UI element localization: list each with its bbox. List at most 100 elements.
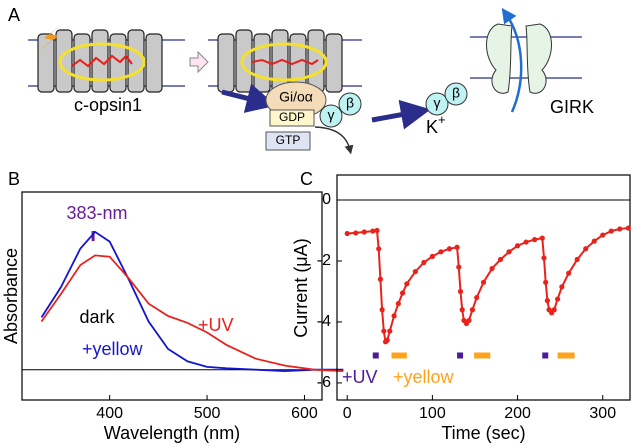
data-point — [600, 232, 606, 238]
y-tick-label: -2 — [317, 252, 331, 269]
data-point — [429, 253, 435, 260]
x-tick-label: 300 — [589, 405, 616, 422]
stimulus-label: +yellow — [393, 367, 455, 387]
panel-label: C — [300, 169, 313, 189]
data-point — [374, 227, 380, 234]
x-tick-label: 500 — [194, 405, 221, 422]
stimulus-bar — [474, 352, 491, 359]
panel-label: A — [8, 5, 20, 25]
gtp-box — [265, 131, 311, 151]
retinal — [71, 54, 133, 68]
data-point — [379, 307, 385, 313]
data-point — [617, 226, 623, 232]
arrow — [221, 83, 277, 113]
step-arrow — [189, 50, 209, 74]
data-point — [474, 294, 480, 301]
series-line — [40, 254, 344, 372]
gamma-label: γ — [434, 95, 441, 111]
retinal — [251, 58, 319, 66]
x-tick-label: 400 — [96, 405, 123, 422]
stimulus-bar — [542, 352, 549, 359]
x-tick-label: 600 — [291, 405, 318, 422]
data-point — [384, 337, 390, 343]
data-point — [514, 243, 521, 249]
retinal-pocket — [58, 42, 146, 82]
stimulus-bar — [557, 352, 575, 359]
data-point — [523, 239, 529, 245]
data-point — [376, 246, 382, 252]
data-point — [344, 230, 350, 237]
data-point — [541, 255, 547, 261]
data-point — [361, 229, 367, 235]
gdp-box — [269, 109, 315, 127]
x-tick-label: 0 — [343, 405, 352, 422]
data-point — [469, 307, 476, 313]
annotation: dark — [79, 307, 115, 327]
plot-frame — [21, 191, 323, 401]
data-point — [591, 238, 597, 244]
annotation: 383-nm — [66, 203, 127, 223]
y-tick-label: 0 — [322, 191, 331, 208]
data-point — [625, 225, 631, 231]
girk-subunit — [525, 23, 552, 94]
x-axis-label: Wavelength (nm) — [104, 423, 240, 443]
data-point — [387, 328, 393, 334]
data-point — [404, 281, 410, 287]
data-point — [456, 264, 462, 270]
exchange-arrow — [314, 126, 354, 155]
data-point — [466, 317, 472, 324]
data-point — [370, 228, 376, 234]
panel-label: B — [8, 169, 20, 189]
girk-label: GIRK — [550, 97, 594, 117]
x-axis-label: Time (sec) — [441, 423, 525, 443]
data-point — [353, 230, 359, 236]
series-label: +UV — [198, 315, 234, 335]
beta — [338, 92, 362, 116]
light — [38, 26, 60, 52]
beta — [444, 82, 468, 106]
data-point — [555, 296, 561, 302]
y-axis-label: Current (μA) — [291, 238, 311, 337]
data-point — [459, 307, 465, 313]
data-point — [457, 288, 464, 295]
data-point — [412, 269, 418, 275]
data-point — [544, 298, 550, 304]
data-point — [543, 279, 549, 285]
data-point — [574, 256, 580, 263]
gamma-label: γ — [328, 107, 335, 123]
data-point — [551, 307, 557, 313]
gamma — [425, 92, 449, 116]
data-point — [583, 246, 589, 252]
data-point — [559, 284, 565, 290]
gtp-label: GTP — [276, 133, 301, 147]
k-charge: + — [438, 112, 446, 127]
data-point — [438, 249, 444, 255]
g-alpha-label: Gi/oα — [279, 89, 313, 105]
x-tick-label: 100 — [419, 405, 446, 422]
series-line — [347, 227, 629, 344]
data-point — [381, 328, 387, 334]
data-point — [377, 276, 384, 282]
series-label: +yellow — [82, 339, 144, 359]
series-line — [40, 230, 344, 373]
data-point — [399, 290, 406, 296]
k-flow — [501, 7, 523, 113]
k-label: K+ — [426, 112, 446, 136]
y-tick-label: -4 — [317, 313, 331, 330]
data-point — [446, 246, 453, 252]
girk-subunit — [486, 23, 513, 94]
data-point — [391, 313, 397, 319]
data-point — [395, 301, 401, 307]
data-point — [480, 279, 487, 285]
data-point — [566, 270, 572, 276]
plot-frame — [336, 174, 631, 401]
data-point — [454, 244, 460, 250]
gdp-label: GDP — [279, 110, 305, 124]
data-point — [497, 256, 504, 263]
data-point — [532, 237, 538, 243]
stimulus-bar — [391, 352, 407, 359]
stimulus-label: +UV — [342, 367, 378, 387]
data-point — [506, 249, 512, 255]
y-axis-label: Absorbance — [1, 248, 21, 344]
